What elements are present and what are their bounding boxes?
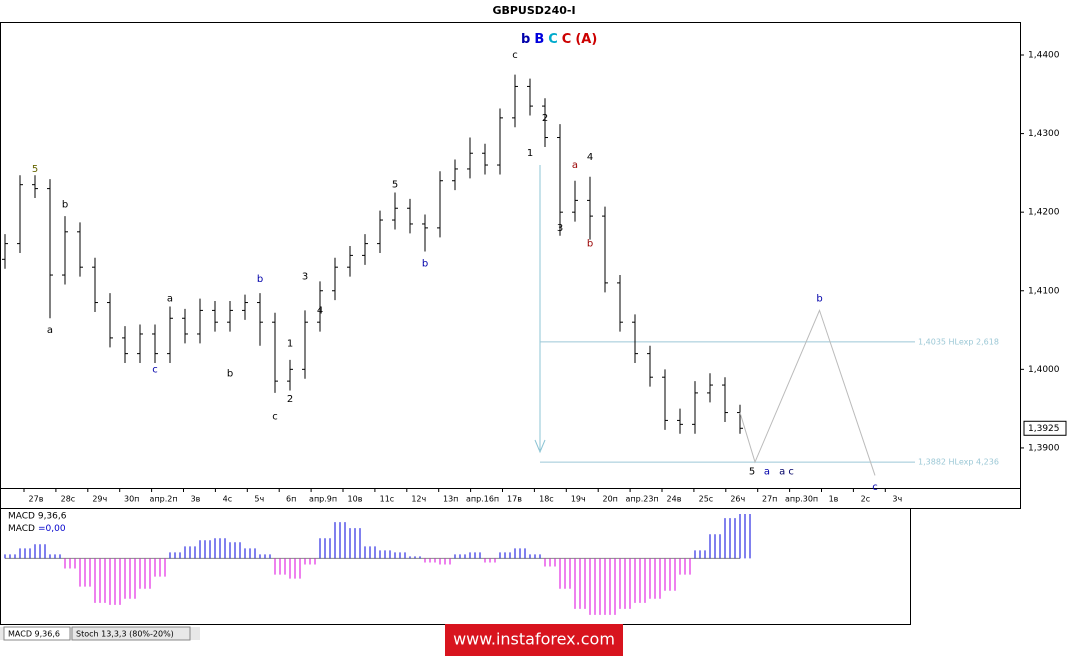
wave-label: a xyxy=(47,325,53,336)
wave-title-part: b xyxy=(521,32,530,47)
wave-label: c xyxy=(512,50,518,61)
watermark: www.instaforex.com xyxy=(453,630,615,649)
x-tick-label: 29ч xyxy=(92,495,107,504)
wave-label: c xyxy=(272,411,278,422)
x-tick-label: 6п xyxy=(286,495,296,504)
tab xyxy=(71,626,191,641)
x-tick-label: 18с xyxy=(539,495,554,504)
level-label: 1,3882 HLexp 4,236 xyxy=(918,458,999,467)
x-tick-label: 30п xyxy=(124,495,139,504)
y-tick-label: 1,4100 xyxy=(1028,286,1060,296)
wave-title: b B C C (A) xyxy=(521,32,597,47)
macd-value: =0,00 xyxy=(38,524,66,534)
y-tick-label: 1,4000 xyxy=(1028,365,1060,375)
tab-label: Stoch 13,3,3 (80%-20%) xyxy=(76,630,174,639)
wave-title-part: B xyxy=(534,32,544,47)
x-tick-label: 10в xyxy=(348,495,363,504)
wave-label: 1 xyxy=(527,148,533,159)
y-tick-label: 1,4400 xyxy=(1028,51,1060,61)
current-price-label: 1,3925 xyxy=(1028,424,1060,434)
x-tick-label: 12ч xyxy=(411,495,426,504)
chart-title: GBPUSD240-I xyxy=(492,4,575,17)
wave-label: 2 xyxy=(287,394,293,405)
wave-label: 5 xyxy=(32,164,38,175)
wave-label: b xyxy=(816,294,822,305)
y-tick-label: 1,4300 xyxy=(1028,129,1060,139)
x-tick-label: апр.23п xyxy=(626,495,659,504)
wave-label: a xyxy=(167,294,173,305)
x-tick-label: 19ч xyxy=(571,495,586,504)
wave-title-part: C xyxy=(562,32,572,47)
wave-label: b xyxy=(62,199,68,210)
x-tick-label: 3в xyxy=(191,495,201,504)
x-tick-label: 28с xyxy=(61,495,76,504)
wave-label: 5 xyxy=(392,180,398,191)
x-tick-label: 26ч xyxy=(730,495,745,504)
x-tick-label: 11с xyxy=(380,495,395,504)
y-tick-label: 1,4200 xyxy=(1028,208,1060,218)
x-tick-label: апр.2п xyxy=(150,495,178,504)
wave-title-part: C xyxy=(548,32,558,47)
x-tick-label: 24в xyxy=(667,495,682,504)
x-tick-label: апр.9п xyxy=(309,495,337,504)
x-tick-label: 3ч xyxy=(892,495,902,504)
arrow-head xyxy=(534,439,546,454)
wave-label: b xyxy=(227,368,233,379)
wave-label: a xyxy=(572,160,578,171)
x-tick-label: 1в xyxy=(829,495,839,504)
watermark-box xyxy=(445,624,623,656)
wave-label: 5 xyxy=(749,466,755,477)
x-tick-label: 25с xyxy=(699,495,714,504)
macd-value-row: MACD =0,00 xyxy=(8,524,66,534)
x-tick-label: 13п xyxy=(443,495,458,504)
x-tick-label: 2с xyxy=(861,495,871,504)
x-tick-label: 4с xyxy=(223,495,233,504)
y-tick-label: 1,3900 xyxy=(1028,443,1060,453)
wave-label: b xyxy=(587,239,593,250)
wave-title-part: (A) xyxy=(575,32,597,47)
projection-line xyxy=(739,308,876,476)
wave-label: 4 xyxy=(587,152,593,163)
wave-label: c xyxy=(152,364,158,375)
tab xyxy=(3,626,71,641)
current-price-box xyxy=(1023,420,1067,436)
wave-label: a xyxy=(764,466,770,477)
wave-label: b xyxy=(257,274,263,285)
wave-label: 2 xyxy=(542,113,548,124)
wave-label: 3 xyxy=(302,272,308,283)
wave-label: c xyxy=(872,482,878,493)
x-tick-label: апр.16п xyxy=(466,495,499,504)
x-tick-label: апр.30п xyxy=(785,495,818,504)
macd-label: MACD 9,36,6 xyxy=(8,512,67,522)
level-label: 1,4035 HLexp 2,618 xyxy=(918,337,999,346)
wave-label: 1 xyxy=(287,338,293,349)
wave-label: b xyxy=(422,258,428,269)
x-tick-label: 27в xyxy=(29,495,44,504)
x-tick-label: 5ч xyxy=(254,495,264,504)
wave-label: a c xyxy=(779,466,794,477)
wave-label: 3 xyxy=(557,223,563,234)
x-tick-label: 27п xyxy=(762,495,777,504)
macd-name: MACD xyxy=(8,524,35,534)
tab-label: MACD 9,36,6 xyxy=(8,630,60,639)
wave-label: 4 xyxy=(317,305,323,316)
x-tick-label: 17в xyxy=(507,495,522,504)
x-tick-label: 20п xyxy=(602,495,617,504)
